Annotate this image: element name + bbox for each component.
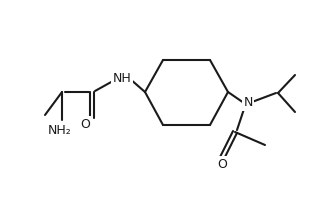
Text: O: O bbox=[217, 158, 227, 170]
Text: NH₂: NH₂ bbox=[48, 123, 72, 136]
Text: N: N bbox=[243, 97, 253, 110]
Text: O: O bbox=[80, 117, 90, 130]
Text: NH: NH bbox=[113, 72, 132, 84]
